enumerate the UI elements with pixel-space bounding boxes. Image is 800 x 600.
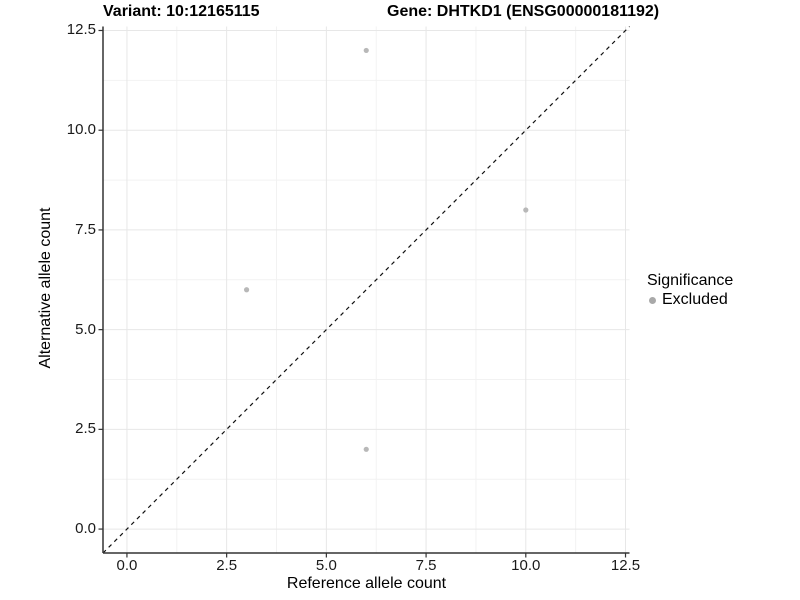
y-tick-label: 0.0 bbox=[75, 520, 96, 538]
y-tick-label: 5.0 bbox=[75, 320, 96, 338]
x-tick-label: 7.5 bbox=[415, 557, 437, 574]
plot-title-variant: Variant: 10:12165115 bbox=[103, 3, 260, 20]
data-point-excluded bbox=[363, 47, 369, 54]
x-tick-label: 12.5 bbox=[610, 557, 641, 574]
x-tick-label: 2.5 bbox=[216, 557, 238, 574]
y-tick-label: 12.5 bbox=[66, 21, 96, 39]
data-point-excluded bbox=[363, 446, 369, 452]
y-tick-label: 7.5 bbox=[75, 220, 96, 238]
y-tick-label: 2.5 bbox=[75, 420, 96, 438]
legend-item-label: Excluded bbox=[662, 291, 728, 308]
x-tick-label: 0.0 bbox=[116, 557, 138, 574]
identity-line bbox=[102, 26, 630, 554]
legend-item-excluded: Excluded bbox=[647, 292, 733, 308]
excluded-point-icon bbox=[649, 296, 656, 304]
plot-title-gene: Gene: DHTKD1 (ENSG00000181192) bbox=[387, 3, 660, 20]
legend: Significance Excluded bbox=[647, 272, 733, 308]
legend-title: Significance bbox=[647, 272, 734, 289]
x-tick-label: 10.0 bbox=[511, 557, 541, 574]
y-tick-label: 10.0 bbox=[66, 121, 96, 139]
x-tick-label: 5.0 bbox=[315, 557, 337, 574]
x-axis-title: Reference allele count bbox=[286, 575, 447, 592]
data-point-excluded bbox=[523, 207, 529, 213]
data-point-excluded bbox=[243, 287, 250, 293]
